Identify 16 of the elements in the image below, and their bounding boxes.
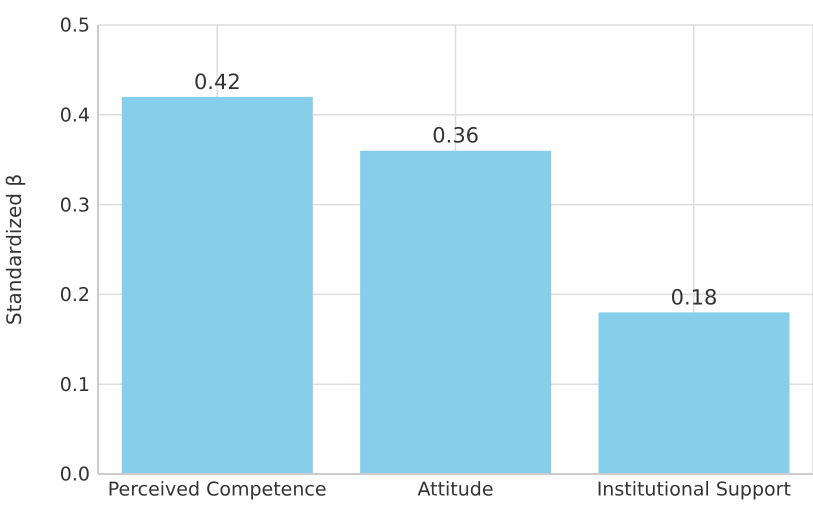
y-tick-label: 0.2 — [60, 284, 90, 306]
data-label: 0.42 — [194, 70, 241, 94]
y-tick-label: 0.3 — [60, 194, 90, 216]
y-tick-label: 0.0 — [60, 464, 90, 486]
data-label: 0.36 — [432, 124, 480, 148]
y-tick-label: 0.1 — [60, 374, 90, 396]
bar — [360, 150, 552, 474]
x-tick-label: Institutional Support — [596, 478, 791, 500]
y-tick-label: 0.4 — [60, 104, 90, 127]
data-label: 0.18 — [670, 285, 718, 310]
bar — [122, 96, 313, 474]
y-tick-label: 0.5 — [60, 14, 90, 37]
x-tick-label: Attitude — [417, 478, 494, 500]
y-axis-title: Standardized β — [2, 174, 26, 326]
x-tick-label: Perceived Competence — [108, 478, 327, 500]
bar — [598, 312, 790, 474]
